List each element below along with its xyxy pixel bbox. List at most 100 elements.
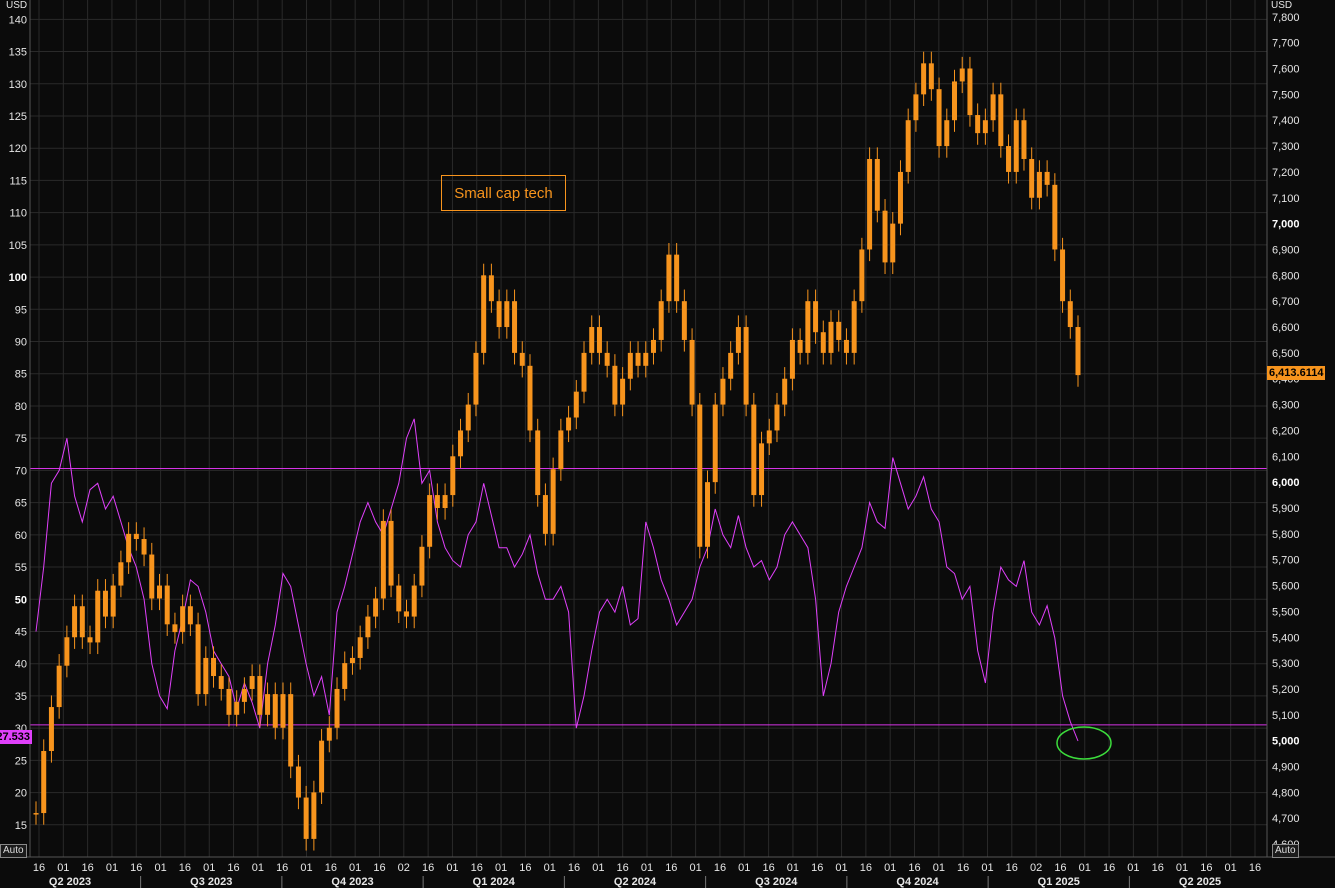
candle-body [41,751,47,814]
x-tick-label: 02 [398,862,410,874]
candle-body [581,352,587,392]
candle-body [797,339,803,353]
left-tick-label: 85 [15,369,27,381]
left-tick-label: 45 [15,626,27,638]
x-tick-label: 01 [981,862,993,874]
oscillator-line [35,418,1079,742]
candle-body [782,378,788,405]
candle-body [295,766,301,798]
candle-body [712,404,718,483]
candle-body [481,275,487,353]
candle-body [550,469,556,534]
quarter-label: Q3 2023 [190,876,232,888]
left-tick-label: 130 [9,79,27,91]
x-tick-label: 16 [762,862,774,874]
candle-body [272,694,278,728]
x-tick-label: 01 [690,862,702,874]
candle-body [882,210,888,263]
candle-body [650,339,656,353]
candle-body [975,115,981,134]
x-tick-label: 01 [106,862,118,874]
candle-body [319,740,325,793]
quarter-label: Q1 2025 [1038,876,1080,888]
candle-body [241,688,247,702]
candle-body [890,223,896,263]
candle-body [789,339,795,379]
candle-body [596,327,602,353]
right-tick-label: 5,800 [1272,529,1300,541]
left-last-value: 27.533 [0,730,32,744]
x-tick-label: 16 [860,862,872,874]
right-tick-label: 6,800 [1272,270,1300,282]
candle-body [620,378,626,405]
candle-body [612,365,618,405]
left-tick-label: 135 [9,47,27,59]
right-tick-label: 6,200 [1272,425,1300,437]
right-tick-label: 5,300 [1272,658,1300,670]
candle-body [1052,184,1058,250]
left-tick-label: 15 [15,820,27,832]
candle-body [288,694,294,767]
candle-body [766,430,772,444]
candle-body [403,611,409,617]
candle-body [867,158,873,250]
right-auto-scale-button[interactable]: Auto [1272,844,1299,858]
x-tick-label: 16 [33,862,45,874]
x-tick-label: 16 [179,862,191,874]
candle-body [126,533,132,563]
candle-body [589,327,595,353]
left-tick-label: 110 [9,208,27,220]
candle-body [211,657,217,677]
candle-body [566,417,572,431]
candle-body [458,430,464,457]
left-tick-label: 25 [15,755,27,767]
candle-body [635,352,641,366]
left-tick-label: 95 [15,304,27,316]
right-tick-label: 6,100 [1272,451,1300,463]
candle-body [1036,171,1042,198]
candle-body [326,727,332,741]
x-tick-label: 01 [495,862,507,874]
x-tick-label: 16 [1152,862,1164,874]
x-tick-label: 16 [471,862,483,874]
candle-body [280,694,286,728]
candle-body [643,352,649,366]
oscillator-series [35,418,1079,742]
x-tick-label: 01 [57,862,69,874]
x-tick-label: 01 [738,862,750,874]
candle-body [357,637,363,658]
right-tick-label: 5,000 [1272,736,1300,748]
left-tick-label: 35 [15,691,27,703]
candle-body [751,404,757,496]
candle-body [72,606,78,638]
candle-body [504,301,510,328]
candle-body [828,321,834,353]
right-tick-label: 7,100 [1272,193,1300,205]
x-tick-label: 16 [714,862,726,874]
candle-body [95,590,101,643]
right-tick-label: 4,800 [1272,787,1300,799]
quarter-label: Q2 2023 [49,876,91,888]
x-tick-label: 01 [884,862,896,874]
left-tick-label: 100 [9,272,27,284]
candle-body [164,585,170,625]
candle-body [187,606,193,625]
candle-body [658,301,664,340]
quarter-label: Q4 2024 [896,876,939,888]
candle-body [905,120,911,172]
candle-body [851,301,857,353]
candle-body [921,63,927,95]
left-tick-label: 140 [9,14,27,26]
x-tick-label: 16 [908,862,920,874]
candle-body [681,301,687,340]
x-tick-label: 01 [592,862,604,874]
x-tick-label: 16 [519,862,531,874]
candle-body [342,663,348,689]
candle-body [380,520,386,599]
left-auto-scale-button[interactable]: Auto [0,844,27,858]
candle-body [705,482,711,547]
candle-body [928,63,934,90]
x-tick-label: 01 [641,862,653,874]
x-tick-label: 16 [568,862,580,874]
